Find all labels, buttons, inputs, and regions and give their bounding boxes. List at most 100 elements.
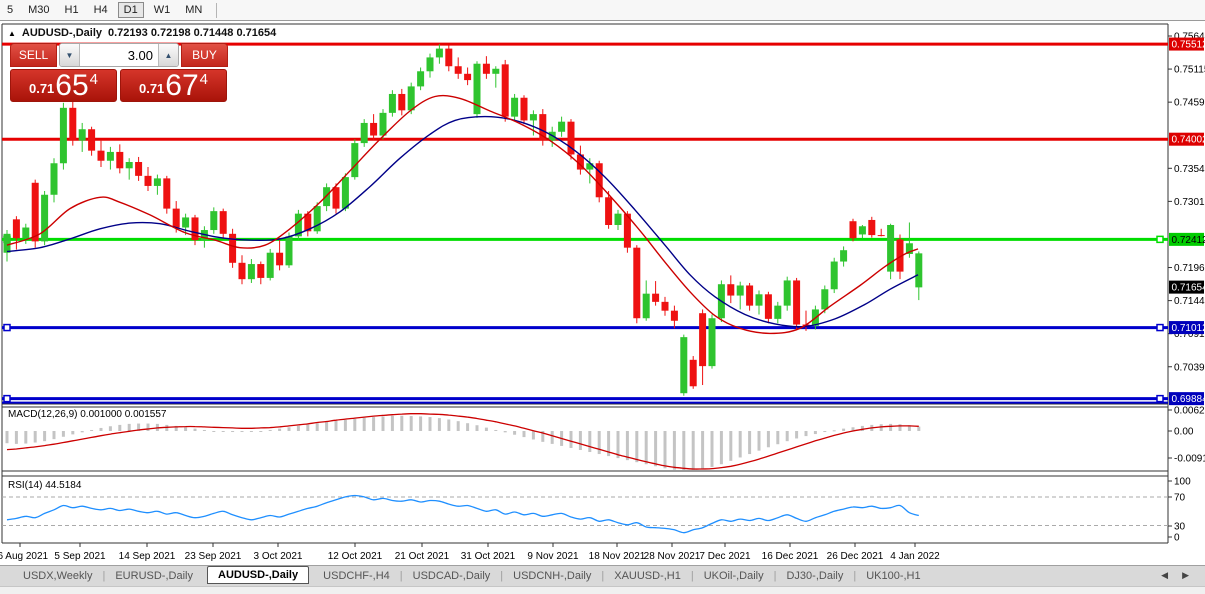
- axis-label: 0.75512: [1172, 40, 1205, 51]
- chart-tab-usdchf-[interactable]: USDCHF-,H4: [323, 570, 390, 582]
- timeframe-button-h1[interactable]: H1: [64, 4, 79, 16]
- macd-histogram-bar: [118, 424, 122, 431]
- macd-histogram-bar: [33, 431, 37, 443]
- axis-label: 0.69884: [1172, 394, 1205, 405]
- axis-label: 0.006201: [1174, 406, 1205, 417]
- chart-tab-uk100-[interactable]: UK100-,H1: [866, 570, 921, 582]
- candle-body: [614, 213, 622, 225]
- timeframe-button-w1[interactable]: W1: [153, 4, 171, 16]
- candle-body: [661, 301, 669, 311]
- axis-label: 28 Nov 2021: [644, 551, 701, 562]
- candle-body: [370, 122, 378, 136]
- axis-label: 21 Oct 2021: [395, 551, 450, 562]
- timeframe-button-d1[interactable]: D1: [117, 2, 144, 18]
- candle-body: [229, 233, 237, 263]
- axis-label: 0.71654: [1172, 283, 1205, 294]
- candle-body: [623, 213, 631, 248]
- candle-body: [116, 151, 124, 169]
- macd-histogram-bar: [748, 431, 752, 455]
- macd-histogram-bar: [785, 431, 789, 442]
- candle-body: [868, 219, 876, 236]
- timeframe-button-5[interactable]: 5: [7, 4, 14, 16]
- macd-histogram-bar: [672, 431, 676, 470]
- tab-scroll-right-icon[interactable]: ▶: [1182, 570, 1189, 580]
- candle-body: [586, 163, 594, 170]
- chart-tab-ukoil-[interactable]: UKOil-,Daily: [703, 570, 764, 582]
- macd-histogram-bar: [99, 427, 103, 431]
- macd-histogram-bar: [710, 431, 714, 467]
- sell-price-button[interactable]: 0.71 65 4: [10, 69, 117, 102]
- chart-tab-usdcad-[interactable]: USDCAD-,Daily: [412, 570, 491, 582]
- axis-label: MACD(12,26,9) 0.001000 0.001557: [8, 409, 167, 420]
- chart-tab-dj30-[interactable]: DJ30-,Daily: [786, 570, 844, 582]
- ma-fast-line: [6, 94, 919, 335]
- candle-body: [172, 208, 180, 228]
- macd-histogram-bar: [842, 428, 846, 431]
- macd-histogram-bar: [437, 418, 441, 431]
- macd-histogram-bar: [616, 431, 620, 459]
- level-price-label: [1169, 321, 1204, 335]
- volume-decrease-button[interactable]: ▼: [60, 44, 80, 66]
- candle-body: [849, 221, 857, 239]
- timeframe-button-mn[interactable]: MN: [185, 4, 203, 16]
- chart-tab-xauusd-[interactable]: XAUUSD-,H1: [614, 570, 681, 582]
- buy-price-pip: 4: [199, 71, 209, 88]
- candle-body: [78, 129, 86, 141]
- candle-body: [360, 122, 368, 144]
- macd-histogram-bar: [917, 426, 921, 431]
- buy-button[interactable]: BUY: [181, 43, 228, 67]
- buy-price-button[interactable]: 0.71 67 4: [120, 69, 227, 102]
- axis-label: 0.72412: [1172, 235, 1205, 246]
- chart-tab-eurusd-[interactable]: EURUSD-,Daily: [115, 570, 193, 582]
- timeframe-button-h4[interactable]: H4: [93, 4, 108, 16]
- candle-body: [595, 163, 603, 198]
- macd-histogram-bar: [823, 431, 827, 433]
- candle-body: [341, 177, 349, 209]
- sell-price-big: 65: [55, 69, 89, 102]
- candle-body: [793, 280, 801, 325]
- macd-histogram-bar: [522, 431, 526, 438]
- line-handle: [1156, 323, 1164, 332]
- macd-histogram-bar: [80, 431, 84, 433]
- candle-body: [12, 219, 20, 239]
- timeframe-toolbar: 5 M30 H1 H4 D1 W1 MN: [0, 0, 1205, 21]
- chart-tab-usdx[interactable]: USDX,Weekly: [23, 570, 93, 582]
- collapse-arrow-icon[interactable]: ▲: [8, 28, 16, 38]
- macd-histogram-bar: [701, 431, 705, 469]
- candle-body: [106, 151, 114, 161]
- macd-histogram-bar: [127, 423, 131, 431]
- tab-scroll-left-icon[interactable]: ◀: [1161, 570, 1169, 580]
- macd-histogram-bar: [776, 431, 780, 445]
- macd-histogram-bar: [278, 428, 282, 431]
- chart-tab-usdcnh-[interactable]: USDCNH-,Daily: [513, 570, 592, 582]
- macd-histogram-bar: [513, 431, 517, 435]
- axis-label: 9 Nov 2021: [527, 551, 579, 562]
- candle-body: [144, 175, 152, 186]
- macd-signal-line: [6, 413, 919, 470]
- sell-button[interactable]: SELL: [10, 43, 57, 67]
- current-price-label: [1169, 280, 1204, 294]
- chart-tab-audusd-[interactable]: AUDUSD-,Daily: [207, 566, 310, 584]
- axis-label: 31 Oct 2021: [461, 551, 516, 562]
- candle-body: [257, 264, 265, 278]
- macd-histogram-bar: [663, 431, 667, 469]
- macd-histogram-bar: [466, 423, 470, 431]
- axis-label: 16 Dec 2021: [762, 551, 819, 562]
- candle-body: [915, 253, 923, 288]
- tab-separator: |: [399, 570, 403, 582]
- tab-separator: |: [773, 570, 777, 582]
- macd-histogram-bar: [475, 425, 479, 431]
- volume-increase-button[interactable]: ▲: [158, 44, 178, 66]
- timeframe-button-m30[interactable]: M30: [28, 4, 50, 16]
- buy-price-prefix: 0.71: [138, 81, 165, 96]
- candle-body: [31, 182, 39, 242]
- macd-histogram-bar: [353, 418, 357, 431]
- candle-body: [445, 48, 453, 67]
- candle-body: [388, 93, 396, 113]
- candle-body: [41, 194, 49, 242]
- buy-price-big: 67: [165, 69, 199, 102]
- chart-symbol-label: AUDUSD-,Daily: [21, 27, 102, 39]
- volume-input[interactable]: 3.00: [127, 47, 153, 63]
